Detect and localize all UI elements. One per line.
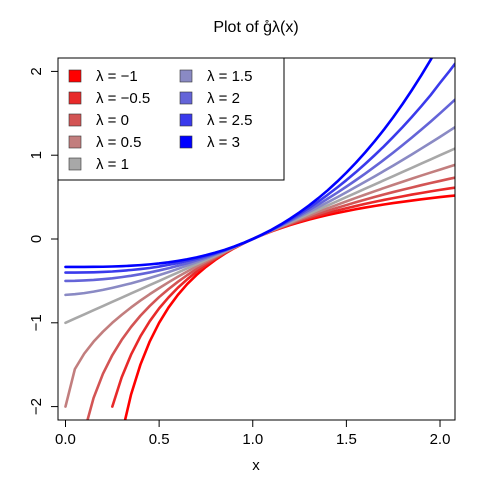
series-layer [64,58,455,420]
legend-label-5: λ = 1.5 [207,68,252,85]
legend-swatch-7 [179,113,193,127]
legend-swatch-6 [179,91,193,105]
y-tick-label-1: −1 [28,314,45,331]
legend: λ = −1 λ = −0.5 λ = 0 λ = 0.5 λ = 1 λ = 1.5 λ … [57,57,285,181]
legend-box [57,57,285,181]
legend-swatch-4 [68,157,82,171]
y-tick-label-3: 1 [28,151,45,159]
legend-swatch-3 [68,135,82,149]
legend-label-4: λ = 1 [96,156,129,173]
series-line-1 [111,186,455,408]
legend-swatch-1 [68,91,82,105]
legend-swatch-8 [179,135,193,149]
legend-label-0: λ = −1 [96,68,138,85]
x-tick-label-4: 2.0 [430,431,451,448]
chart-title: Plot of g̊λ(x) [213,19,298,36]
series-line-0 [123,194,455,420]
legend-swatch-5 [179,69,193,83]
x-tick-label-0: 0.0 [55,431,76,448]
series-line-2 [86,176,455,420]
legend-label-2: λ = 0 [96,112,129,129]
x-tick-label-1: 0.5 [149,431,170,448]
legend-swatch-0 [68,69,82,83]
legend-label-1: λ = −0.5 [96,90,150,107]
legend-label-8: λ = 3 [207,134,240,151]
x-tick-label-2: 1.0 [242,431,263,448]
legend-label-3: λ = 0.5 [96,134,141,151]
x-axis: 0.0 0.5 1.0 1.5 2.0 [55,420,450,448]
legend-label-6: λ = 2 [207,90,240,107]
x-tick-label-3: 1.5 [336,431,357,448]
y-tick-label-4: 2 [28,67,45,75]
y-axis: −2 −1 0 1 2 [28,67,58,415]
legend-swatch-2 [68,113,82,127]
legend-label-7: λ = 2.5 [207,112,252,129]
x-axis-title: x [252,457,260,474]
y-tick-label-2: 0 [28,235,45,243]
y-tick-label-0: −2 [28,398,45,415]
series-line-8 [64,58,434,269]
